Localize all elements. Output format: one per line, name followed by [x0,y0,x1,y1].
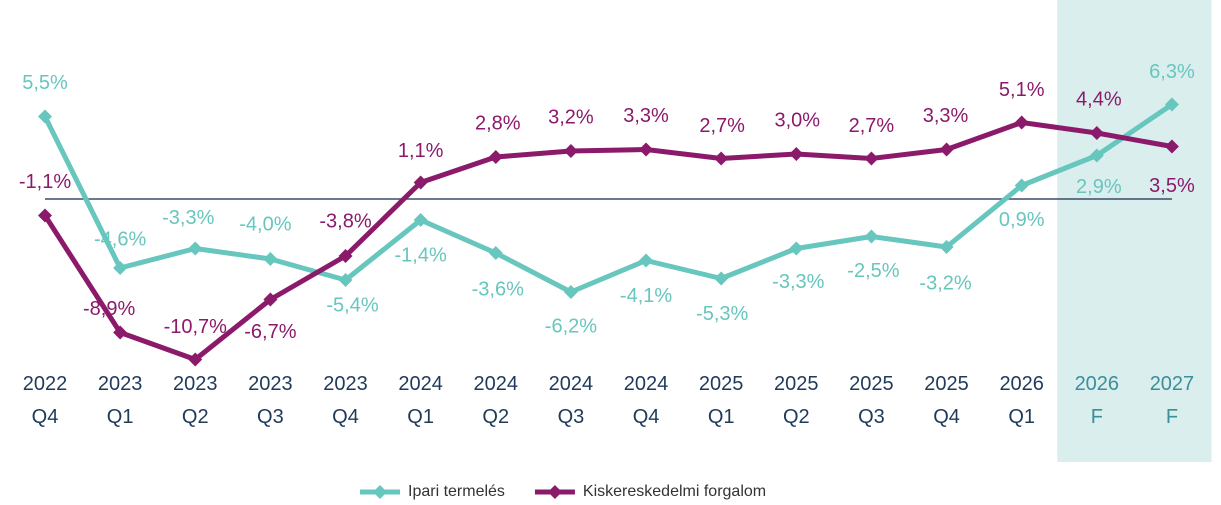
x-tick-label: 2023 Q1 [97,373,143,428]
x-tick-label: 2024 Q2 [473,373,519,428]
data-label: 2,7% [849,115,895,137]
data-label: -6,2% [545,315,597,337]
marker [1014,178,1029,193]
marker [939,240,954,254]
data-label: 6,3% [1149,61,1195,83]
marker [864,151,879,166]
marker [1164,139,1179,154]
data-label: 2,8% [475,112,521,134]
forecast-shade [1057,0,1212,462]
marker [263,292,278,307]
marker [338,249,353,263]
x-tick-label: 2022 Q4 [22,373,68,428]
marker [714,271,729,286]
x-tick-label: 2024 Q1 [398,373,443,428]
x-tick-label: 2027 F [1149,373,1195,428]
marker [714,151,729,166]
x-tick-label: 2024 Q3 [548,373,594,428]
data-label: 5,5% [22,72,68,94]
data-label: -8,9% [83,298,135,320]
marker [1014,115,1029,130]
x-tick-label: 2025 Q2 [774,373,819,428]
data-label: 3,2% [548,106,594,128]
data-label: 3,3% [623,105,669,127]
marker [38,109,52,124]
legend-label: Ipari termelés [408,483,505,500]
marker [263,252,278,266]
data-label: 5,1% [999,79,1045,101]
marker [789,241,804,256]
marker [113,325,128,340]
x-tick-label: 2023 Q3 [248,373,293,428]
x-tick-label: 2026 F [1074,373,1120,428]
x-tick-label: 2023 Q2 [173,373,218,428]
series-line [42,120,1173,362]
data-label: 4,4% [1076,88,1122,110]
marker [939,142,954,157]
data-label: -1,4% [395,244,447,266]
marker [413,213,428,227]
marker [1164,97,1179,112]
series-line [42,102,1174,295]
marker [413,175,428,190]
x-tick-label: 2025 Q4 [924,373,969,428]
marker [789,147,804,161]
data-label: 0,9% [999,209,1045,231]
data-label: -4,1% [620,285,672,307]
legend: Ipari termelés Kiskereskedelmi forgalom [360,483,766,500]
marker [338,273,353,287]
x-tick-label: 2025 Q1 [698,373,744,428]
data-label: -3,8% [319,210,371,232]
legend-label: Kiskereskedelmi forgalom [583,483,766,500]
data-label: 2,9% [1076,176,1122,198]
data-label: -6,7% [244,321,296,343]
data-label: -3,6% [472,278,524,300]
marker [1089,148,1104,163]
data-label: 3,3% [923,105,969,127]
marker [488,150,503,164]
data-label: 1,1% [398,140,444,162]
data-label: -3,3% [772,271,824,293]
data-label: -2,5% [847,260,899,282]
data-label: -5,3% [696,303,748,325]
marker [188,352,203,367]
marker [639,142,654,157]
marker [1089,126,1104,140]
x-tick-label: 2025 Q3 [849,373,894,428]
data-label: 2,7% [699,115,745,137]
data-label: -4,6% [94,228,146,250]
marker [639,253,654,268]
marker [113,261,128,275]
marker [488,246,503,260]
marker [188,241,203,256]
data-label: 3,5% [1149,175,1195,197]
data-label: -3,3% [162,207,214,229]
data-label: -10,7% [164,316,228,338]
data-label: -5,4% [326,294,378,316]
marker [563,144,578,158]
marker [38,208,52,223]
data-label: -3,2% [919,272,971,294]
marker [563,285,578,299]
legend-marker [547,485,562,499]
legend-marker [373,485,387,499]
data-label: 3,0% [775,109,821,131]
data-label: -4,0% [239,213,291,235]
data-label: -1,1% [19,171,71,193]
x-tick-label: 2026 Q1 [999,373,1044,428]
marker [864,229,879,244]
x-tick-label: 2024 Q4 [623,373,669,428]
x-tick-label: 2023 Q4 [323,373,368,428]
